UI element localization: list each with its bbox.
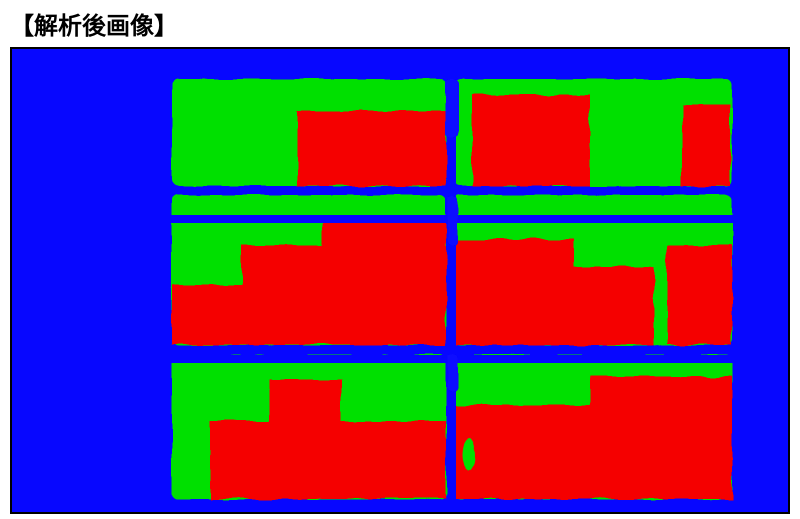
vdiv-artifact-2 [448, 355, 458, 391]
cell-r0c1-red-1 [682, 105, 730, 186]
vdiv-artifact-1 [448, 195, 458, 245]
segmentation-svg [12, 49, 788, 512]
analyzed-image-canvas [10, 47, 790, 514]
cell-r0c1-red-0 [472, 95, 590, 186]
page-title: 【解析後画像】 [0, 0, 800, 47]
cell-r2c1-greenhole-0 [461, 439, 475, 471]
cell-r0c0-red-0 [297, 111, 446, 186]
vdiv-artifact-0 [446, 79, 458, 139]
